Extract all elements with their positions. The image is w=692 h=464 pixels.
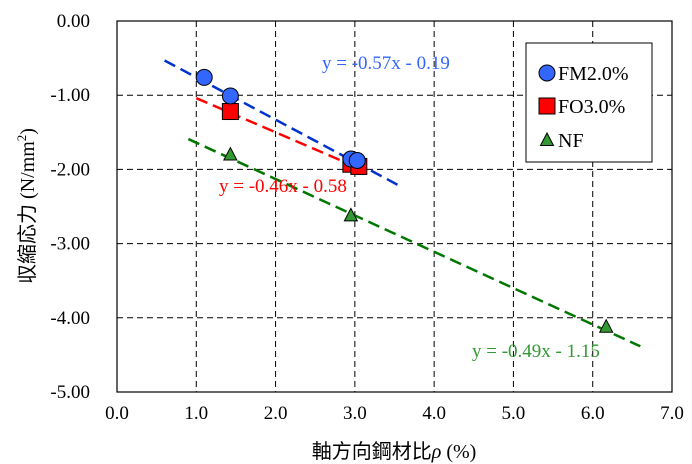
trend-equation: y = -0.57x - 0.19: [322, 53, 450, 74]
data-point: [223, 146, 238, 161]
y-tick-label: -5.00: [50, 382, 90, 403]
data-point: [221, 87, 239, 105]
x-tick-label: 6.0: [581, 403, 605, 424]
data-point: [598, 318, 614, 333]
legend-marker: [538, 64, 556, 82]
legend-label: NF: [558, 130, 584, 152]
axis-tick-labels: 0.0 1.0 2.0 3.0 4.0 5.0 6.0 7.0 0.00 -1.00 -2.00 -3…: [50, 11, 683, 424]
x-tick-label: 2.0: [264, 403, 288, 424]
x-tick-label: 0.0: [105, 403, 129, 424]
y-tick-label: -4.00: [50, 308, 90, 329]
x-tick-label: 3.0: [343, 403, 367, 424]
data-point: [343, 207, 359, 222]
legend-label: FM2.0%: [558, 63, 629, 85]
trend-equation: y = -0.46x - 0.58: [219, 176, 347, 197]
trend-line: [187, 137, 641, 348]
data-point: [348, 151, 366, 169]
y-tick-label: -2.00: [50, 159, 90, 180]
data-point: [195, 68, 213, 86]
x-tick-label: 1.0: [184, 403, 208, 424]
y-tick-label: -3.00: [50, 234, 90, 255]
legend: FM2.0% FO3.0% NF: [525, 42, 653, 163]
data-markers: [195, 68, 614, 333]
x-tick-label: 5.0: [502, 403, 526, 424]
data-point: [221, 103, 239, 121]
legend-label: FO3.0%: [558, 96, 625, 118]
y-tick-label: -1.00: [50, 85, 90, 106]
trend-equations: y = -0.57x - 0.19 y = -0.46x - 0.58 y = -0…: [219, 53, 600, 362]
x-tick-label: 7.0: [660, 403, 684, 424]
legend-marker: [538, 97, 556, 115]
trend-line: [195, 97, 364, 171]
y-tick-label: 0.00: [57, 11, 90, 32]
legend-marker: [539, 131, 555, 146]
x-axis-label: 軸方向鋼材比ρ (%): [312, 440, 477, 463]
x-tick-label: 4.0: [422, 403, 446, 424]
y-axis-label: 収縮応力 (N/mm2): [14, 128, 39, 284]
trend-equation: y = -0.49x - 1.15: [472, 341, 600, 362]
